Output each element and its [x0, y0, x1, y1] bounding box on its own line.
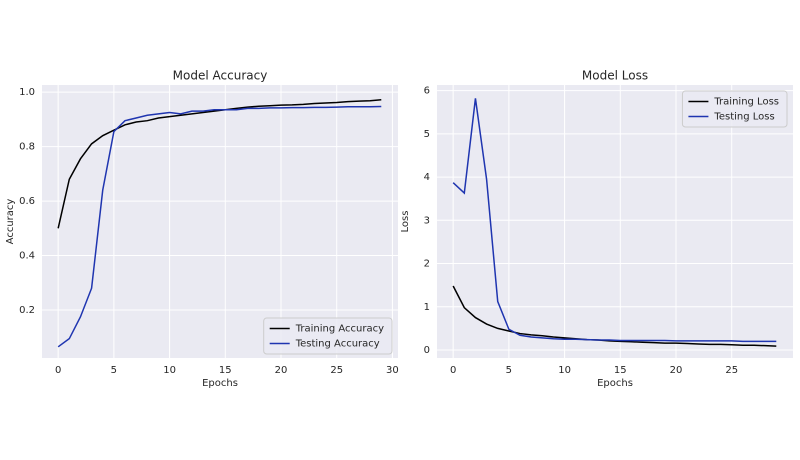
chart-title: Model Accuracy	[173, 69, 268, 83]
legend-label: Training Loss	[713, 97, 779, 108]
y-tick-label: 0.6	[19, 196, 35, 207]
legend-box	[263, 317, 393, 355]
x-tick-label: 20	[670, 365, 683, 376]
legend-label: Training Accuracy	[295, 324, 384, 335]
x-tick-label: 10	[558, 365, 571, 376]
x-tick-label: 5	[506, 365, 512, 376]
x-axis-label: Epochs	[597, 378, 633, 389]
legend: Training Accuracy Testing Accuracy	[263, 317, 393, 355]
x-tick-label: 10	[163, 365, 176, 376]
x-tick-label: 5	[111, 365, 117, 376]
y-tick-label: 3	[424, 215, 430, 226]
legend-label: Testing Loss	[713, 112, 774, 123]
line-series	[452, 98, 777, 343]
x-tick-label: 15	[219, 365, 232, 376]
y-tick-label: 0	[424, 345, 430, 356]
y-axis-label: Accuracy	[5, 199, 16, 245]
y-tick-label: 0.8	[19, 142, 35, 153]
y-tick-label: 4	[424, 172, 430, 183]
y-tick-label: 1	[424, 302, 430, 313]
x-tick-label: 30	[386, 365, 399, 376]
y-tick-label: 1.0	[19, 87, 35, 98]
y-tick-label: 5	[424, 129, 430, 140]
legend-label: Testing Accuracy	[295, 339, 380, 350]
x-tick-label: 0	[450, 365, 456, 376]
y-tick-label: 0.2	[19, 305, 35, 316]
legend: Training Loss Testing Loss	[681, 90, 788, 128]
y-axis-label: Loss	[400, 211, 411, 233]
y-tick-label: 6	[424, 86, 430, 97]
x-tick-label: 0	[55, 365, 61, 376]
line-series	[452, 285, 777, 347]
x-tick-label: 25	[330, 365, 343, 376]
plot-area	[437, 85, 793, 358]
y-tick-label: 2	[424, 259, 430, 270]
legend-box	[681, 90, 788, 128]
x-tick-label: 25	[725, 365, 738, 376]
y-tick-label: 0.4	[19, 251, 35, 262]
x-tick-label: 15	[614, 365, 627, 376]
x-axis-label: Epochs	[202, 378, 238, 389]
x-tick-label: 20	[275, 365, 288, 376]
plot-area	[42, 85, 398, 358]
chart-title: Model Loss	[582, 69, 648, 83]
line-series	[57, 105, 382, 348]
